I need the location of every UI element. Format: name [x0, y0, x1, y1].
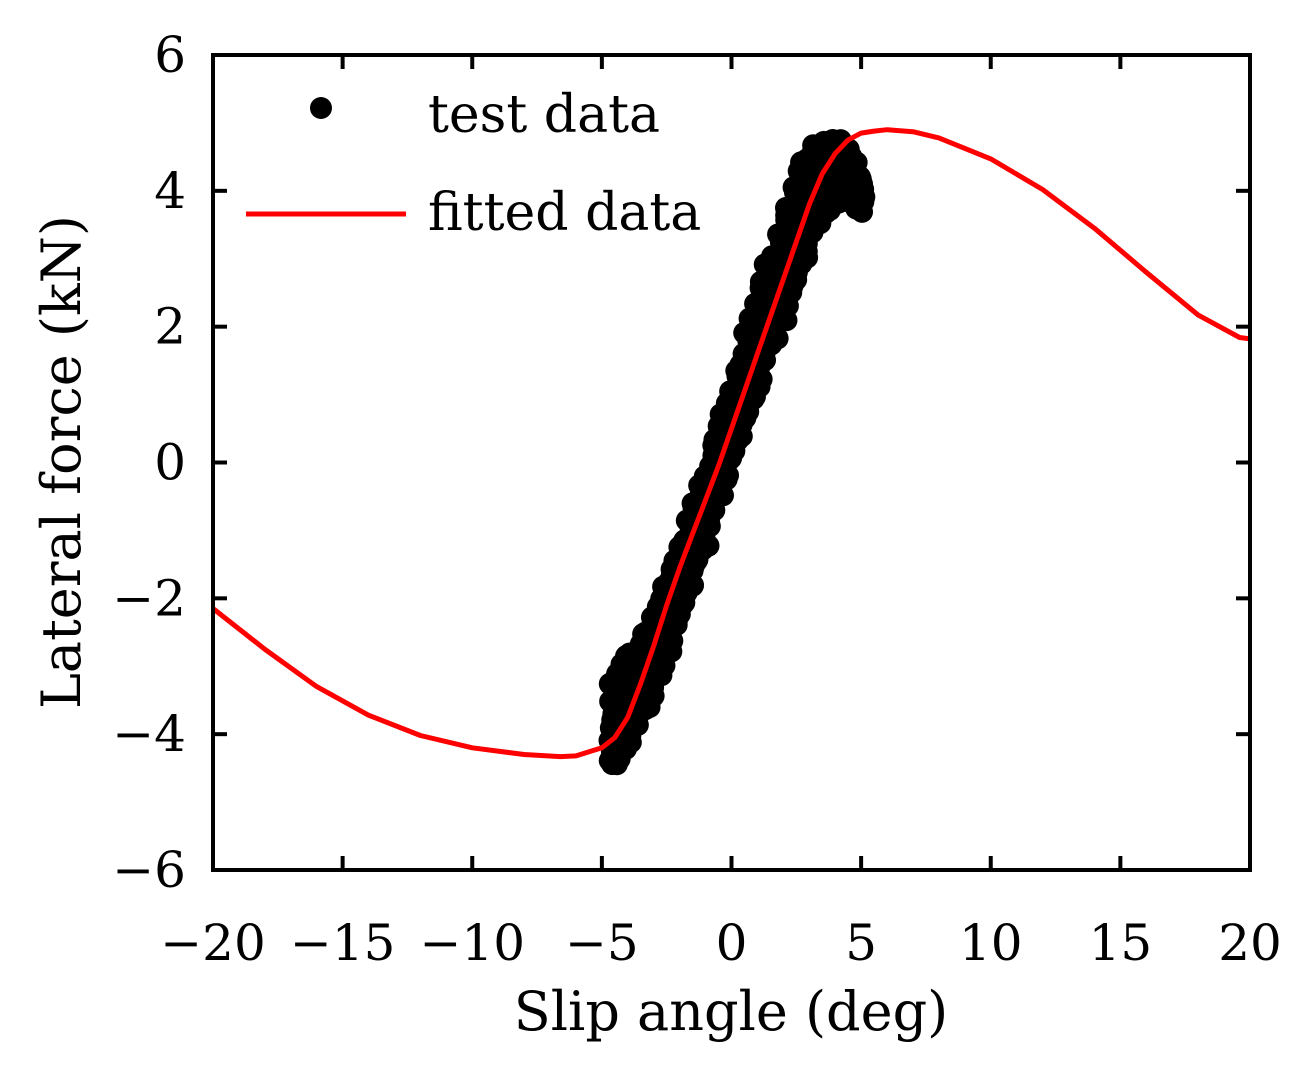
legend-label-test-data: test data — [428, 85, 660, 145]
y-tick-label: −6 — [112, 841, 186, 899]
x-tick-label: −15 — [290, 914, 396, 972]
x-tick-label: −10 — [419, 914, 525, 972]
y-tick-label: 6 — [154, 26, 186, 84]
x-tick-label: −20 — [160, 914, 266, 972]
y-tick-labels: −6 −4 −2 0 2 4 6 — [112, 26, 186, 899]
y-axis-title: Lateral force (kN) — [30, 215, 93, 709]
y-tick-label: 4 — [154, 162, 186, 220]
fitted-data-line — [211, 127, 1251, 760]
test-data-point — [848, 167, 871, 190]
x-tick-labels: −20 −15 −10 −5 0 5 10 15 20 — [160, 914, 1282, 972]
x-tick-label: 15 — [1089, 914, 1153, 972]
x-tick-label: 0 — [716, 914, 748, 972]
y-tick-label: −2 — [112, 569, 186, 627]
y-tick-label: −4 — [112, 705, 186, 763]
legend: test data fitted data — [246, 85, 701, 243]
legend-marker-test-data — [310, 97, 332, 119]
y-tick-label: 0 — [154, 434, 186, 492]
test-data-point — [750, 368, 773, 391]
x-tick-label: 5 — [845, 914, 877, 972]
x-axis-title: Slip angle (deg) — [514, 980, 948, 1043]
x-tick-label: 20 — [1218, 914, 1282, 972]
x-tick-label: −5 — [565, 914, 639, 972]
legend-label-fitted-data: fitted data — [428, 183, 701, 243]
y-tick-label: 2 — [154, 298, 186, 356]
x-tick-label: 10 — [959, 914, 1023, 972]
ticks-layer — [213, 55, 1250, 870]
